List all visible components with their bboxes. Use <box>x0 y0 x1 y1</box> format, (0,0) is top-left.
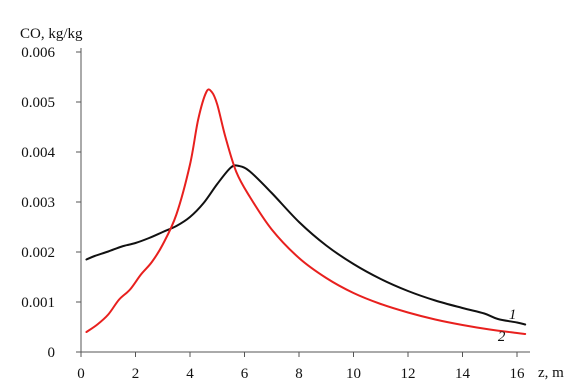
y-tick-label: 0.001 <box>21 295 55 311</box>
x-axis-title: z, m <box>538 365 564 381</box>
x-tick-label: 12 <box>401 366 416 382</box>
series-label-1: 1 <box>509 307 517 323</box>
y-tick-label: 0.004 <box>21 145 55 161</box>
y-tick-label: 0.002 <box>21 245 55 261</box>
x-tick-label: 14 <box>455 366 471 382</box>
y-tick-label: 0 <box>48 345 56 361</box>
x-tick-label: 8 <box>295 366 303 382</box>
x-tick-label: 4 <box>186 366 194 382</box>
x-tick-label: 2 <box>132 366 140 382</box>
x-tick-label: 16 <box>510 366 526 382</box>
series-layer: 12 <box>85 88 527 345</box>
x-tick-label: 6 <box>241 366 249 382</box>
x-tick-label: 0 <box>77 366 85 382</box>
x-tick-label: 10 <box>346 366 361 382</box>
series-label-2: 2 <box>498 329 506 345</box>
y-tick-label: 0.005 <box>21 95 55 111</box>
y-axis-title: CO, kg/kg <box>20 26 83 42</box>
y-tick-label: 0.006 <box>21 45 55 61</box>
series-line-2 <box>85 88 527 335</box>
y-tick-label: 0.003 <box>21 195 55 211</box>
series-line-1 <box>85 164 527 326</box>
